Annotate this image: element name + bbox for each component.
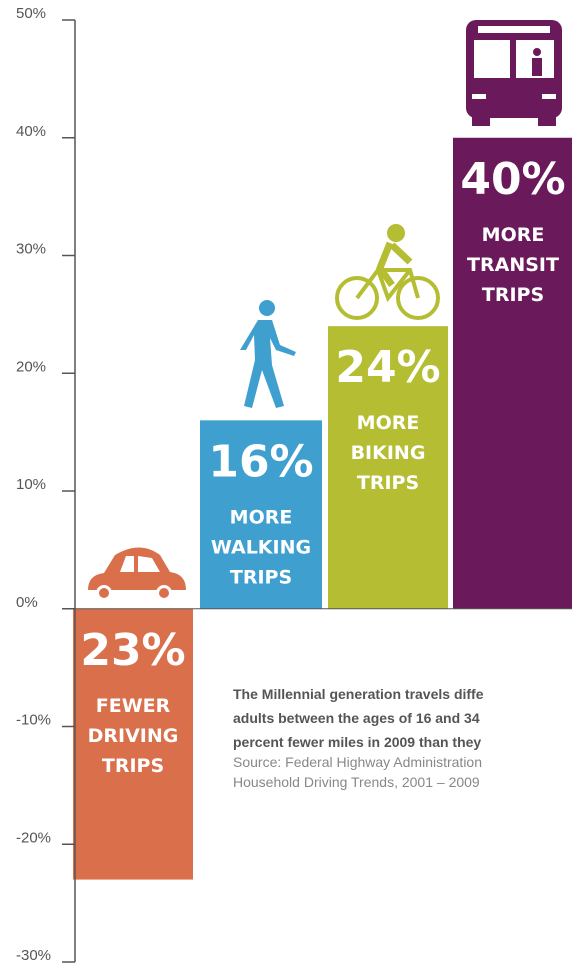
bars	[73, 137, 572, 880]
value-label: 16%	[208, 436, 313, 487]
y-tick-label: -20%	[16, 829, 51, 846]
value-label: 24%	[335, 342, 440, 393]
y-tick-label: 50%	[16, 5, 46, 22]
walker-icon	[240, 300, 296, 408]
bar-text: TRIPS	[230, 566, 292, 588]
bar-text: DRIVING	[88, 725, 179, 747]
note-line: The Millennial generation travels diffe	[233, 686, 484, 702]
car-icon	[88, 547, 186, 601]
y-tick-label: 40%	[16, 123, 46, 140]
bike-icon	[335, 224, 440, 320]
bar-text: TRIPS	[482, 284, 544, 306]
bar-text: MORE	[357, 412, 420, 434]
bar	[200, 420, 322, 609]
y-tick-label: 20%	[16, 358, 46, 375]
source-line: Household Driving Trends, 2001 – 2009	[233, 774, 480, 790]
y-tick-label: 10%	[16, 476, 46, 493]
bar-text: TRANSIT	[467, 254, 559, 276]
y-tick-label: -30%	[16, 947, 51, 964]
bar	[453, 137, 572, 609]
source-line: Source: Federal Highway Administration	[233, 754, 482, 770]
bar	[328, 326, 448, 609]
bar-text: FEWER	[96, 695, 171, 717]
bus-icon	[466, 20, 562, 126]
note-line: percent fewer miles in 2009 than they	[233, 734, 481, 750]
bar-text: MORE	[230, 506, 293, 528]
bar	[73, 608, 193, 880]
value-label: 40%	[460, 154, 565, 205]
bar-text: TRIPS	[102, 755, 164, 777]
value-label: 23%	[80, 625, 185, 676]
y-tick-label: 30%	[16, 241, 46, 258]
bar-text: BIKING	[351, 442, 426, 464]
bar-text: TRIPS	[357, 472, 419, 494]
bar-text: WALKING	[211, 536, 311, 558]
bar-text: MORE	[482, 224, 545, 246]
y-tick-label: -10%	[16, 712, 51, 729]
y-tick-label: 0%	[16, 594, 38, 611]
note: The Millennial generation travels diffe …	[233, 686, 484, 790]
note-line: adults between the ages of 16 and 34	[233, 710, 480, 726]
